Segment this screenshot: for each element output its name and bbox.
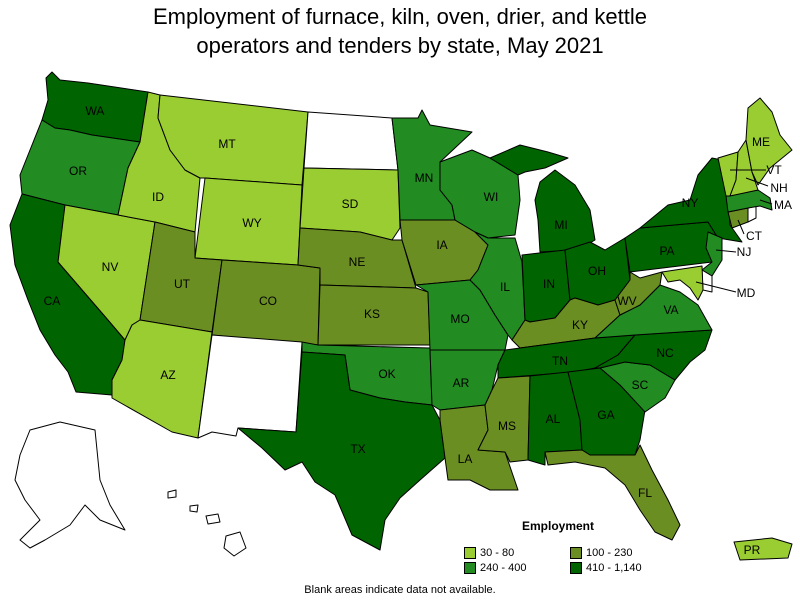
state-WI[interactable] [439,149,521,239]
state-MD[interactable] [661,265,704,301]
state-PR[interactable] [733,537,793,561]
label-WY: WY [242,216,261,230]
label-OR: OR [69,164,87,178]
legend-label: 410 - 1,140 [586,562,642,574]
label-NC: NC [656,346,674,360]
label-NV: NV [102,260,119,274]
label-AR: AR [453,376,470,390]
map-title: Employment of furnace, kiln, oven, drier… [0,2,800,60]
legend-item: 30 - 80 [464,547,514,559]
label-NE: NE [349,255,366,269]
state-RI[interactable] [747,205,757,223]
state-IL[interactable] [469,231,526,341]
label-MD: MD [737,286,756,300]
label-CA: CA [44,294,61,308]
legend-item: 240 - 400 [464,562,526,574]
label-VT: VT [766,163,782,177]
leader-MD [695,281,737,293]
label-IL: IL [500,280,510,294]
label-AL: AL [546,412,561,426]
label-WV: WV [617,294,636,308]
label-MT: MT [218,137,236,151]
label-SC: SC [632,378,649,392]
label-MA: MA [774,198,792,212]
label-UT: UT [174,277,191,291]
legend-swatch [570,547,582,559]
title-line-1: Employment of furnace, kiln, oven, drier… [152,4,648,29]
label-PR: PR [744,543,761,557]
label-ME: ME [752,135,770,149]
legend-swatch [464,547,476,559]
legend-swatch [570,562,582,574]
label-TX: TX [350,442,365,456]
state-FL[interactable] [544,444,681,541]
state-NC[interactable] [594,329,713,381]
label-IN: IN [543,277,555,291]
label-IA: IA [436,238,447,252]
label-MN: MN [415,171,434,185]
label-CT: CT [746,229,763,243]
label-OH: OH [588,264,606,278]
legend-item: 410 - 1,140 [570,562,642,574]
leader-NJ [715,249,737,253]
label-NH: NH [770,181,787,195]
state-HI[interactable] [167,489,247,557]
label-CO: CO [259,294,277,308]
state-AK[interactable] [14,421,126,549]
label-SD: SD [342,197,359,211]
title-line-2: operators and tenders by state, May 2021 [196,33,604,58]
label-WI: WI [484,190,499,204]
legend-label: 100 - 230 [586,547,633,559]
state-ME[interactable] [745,97,793,186]
label-ID: ID [152,190,164,204]
label-NY: NY [682,196,699,210]
legend-swatch [464,562,476,574]
label-OK: OK [378,367,395,381]
label-TN: TN [552,354,568,368]
legend: Employment 30 - 80 240 - 400 100 - 230 4… [464,517,664,579]
label-GA: GA [597,408,614,422]
legend-item: 100 - 230 [570,547,632,559]
label-VA: VA [663,303,678,317]
label-FL: FL [638,486,652,500]
state-TX[interactable] [237,351,446,551]
label-KY: KY [572,318,588,332]
leader-NH [745,177,769,187]
label-AZ: AZ [160,368,175,382]
state-MA[interactable] [725,189,773,213]
label-PA: PA [659,244,674,258]
label-KS: KS [364,307,380,321]
leader-CT [737,219,745,235]
label-MO: MO [450,312,469,326]
legend-label: 240 - 400 [480,562,527,574]
legend-title: Employment [522,519,595,533]
state-NM[interactable] [197,334,303,439]
legend-label: 30 - 80 [480,547,515,559]
label-LA: LA [458,452,473,466]
leader-MA [759,199,773,205]
label-WA: WA [86,104,105,118]
state-ND[interactable] [303,111,399,171]
label-MS: MS [498,419,516,433]
footnote: Blank areas indicate data not available. [304,584,496,596]
label-NJ: NJ [737,245,752,259]
label-MI: MI [554,218,567,232]
